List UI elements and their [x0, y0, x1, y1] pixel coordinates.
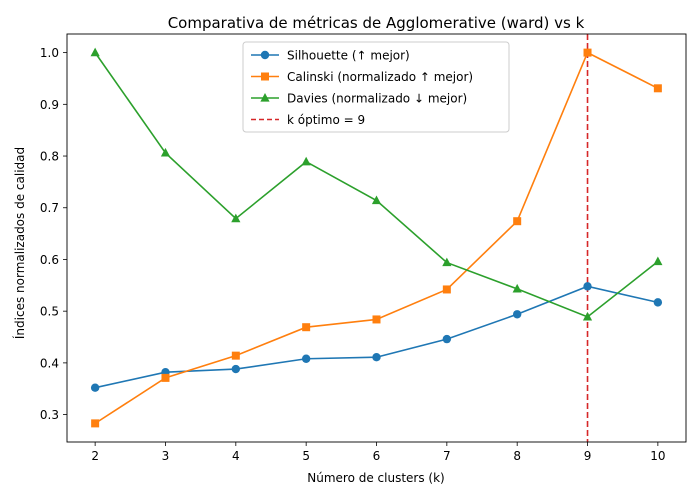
- data-point: [583, 282, 592, 291]
- data-point: [160, 147, 171, 157]
- data-point: [90, 383, 100, 392]
- y-tick-label: 1.0: [40, 46, 59, 60]
- data-point: [583, 48, 592, 57]
- x-tick-label: 10: [650, 449, 665, 463]
- legend-label: Silhouette (↑ mejor): [287, 49, 410, 63]
- data-point: [372, 315, 381, 324]
- y-axis-label: Índices normalizados de calidad: [12, 147, 27, 339]
- legend-label: Calinski (normalizado ↑ mejor): [287, 70, 473, 84]
- data-point: [653, 84, 662, 93]
- y-tick-label: 0.5: [40, 305, 59, 319]
- x-tick-label: 8: [513, 449, 521, 463]
- y-tick-label: 0.6: [40, 253, 59, 267]
- axes-frame: [66, 33, 687, 443]
- x-tick-label: 9: [584, 449, 592, 463]
- legend-box: [242, 41, 510, 133]
- data-point: [582, 311, 593, 321]
- y-tick-label: 0.8: [40, 150, 59, 164]
- x-tick-label: 2: [91, 449, 99, 463]
- x-tick-label: 5: [302, 449, 310, 463]
- series-line-0: [94, 285, 659, 389]
- legend-label: Davies (normalizado ↓ mejor): [287, 92, 467, 106]
- data-point: [653, 298, 663, 307]
- data-point: [512, 310, 522, 319]
- legend-marker: [260, 50, 270, 60]
- legend: Silhouette (↑ mejor) Calinski (normalizad…: [242, 41, 510, 133]
- x-tick-label: 7: [443, 449, 451, 463]
- data-point: [372, 352, 381, 362]
- data-point: [301, 354, 311, 363]
- data-point: [442, 257, 452, 267]
- y-tick-label: 0.3: [40, 408, 59, 422]
- data-point: [302, 323, 311, 332]
- data-point: [513, 217, 522, 226]
- y-tick-label: 0.9: [40, 98, 59, 112]
- data-point: [90, 47, 100, 57]
- data-point: [231, 364, 241, 374]
- x-tick-label: 3: [162, 449, 170, 463]
- plot-area: 2 3 4 5 6 7 8 9 10 0.3 0.4 0.5 0.6 0.7 0.8 0.9 1.0: [40, 33, 687, 463]
- legend-marker: [260, 93, 270, 102]
- data-point: [442, 285, 451, 294]
- legend-marker: [261, 72, 269, 81]
- data-point: [512, 283, 522, 293]
- data-point: [231, 213, 241, 223]
- data-point: [442, 334, 452, 344]
- data-point: [653, 256, 663, 266]
- data-point: [301, 156, 311, 166]
- data-point: [161, 373, 170, 382]
- x-tick-label: 4: [232, 449, 240, 463]
- data-point: [231, 351, 240, 360]
- y-tick-label: 0.4: [40, 356, 59, 370]
- data-point: [91, 419, 100, 428]
- data-point: [371, 195, 382, 205]
- legend-label: k óptimo = 9: [287, 113, 365, 127]
- x-tick-label: 6: [373, 449, 381, 463]
- chart-title: Comparativa de métricas de Agglomerative…: [168, 14, 585, 32]
- x-axis-label: Número de clusters (k): [307, 471, 444, 485]
- y-tick-label: 0.7: [40, 201, 59, 215]
